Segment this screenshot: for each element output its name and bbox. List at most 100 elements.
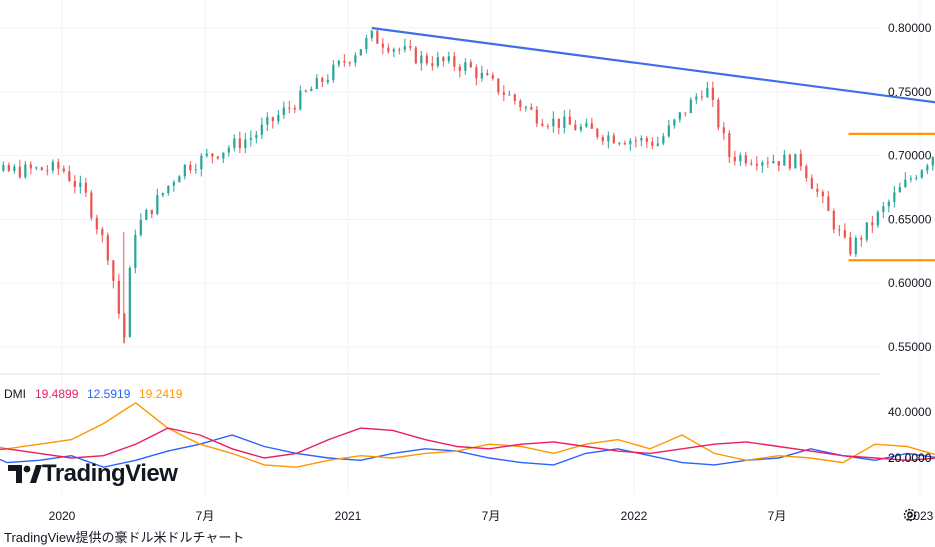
candle-body <box>370 30 373 39</box>
candle-body <box>40 167 43 171</box>
candle-body <box>79 182 82 187</box>
candle-body <box>255 134 258 138</box>
candle-body <box>442 57 445 62</box>
candle-body <box>403 46 406 50</box>
candle-body <box>172 182 175 186</box>
chart-caption: TradingView提供の豪ドル米ドルチャート <box>4 530 245 545</box>
dmi-series-line <box>0 401 935 468</box>
time-tick-label: 2022 <box>621 509 648 523</box>
candle-body <box>101 229 104 236</box>
candle-body <box>876 211 879 226</box>
tradingview-logo-text: TradingView <box>42 460 178 487</box>
candle-body <box>211 153 214 157</box>
gear-icon[interactable] <box>902 507 918 523</box>
candle-body <box>315 77 318 89</box>
candle-body <box>882 206 885 212</box>
dmi-tick-label: 40.0000 <box>888 405 932 419</box>
dmi-value-plus-di: 12.5919 <box>87 387 131 401</box>
candle-body <box>35 167 38 169</box>
candle-body <box>112 260 115 281</box>
candle-body <box>425 55 428 64</box>
grid-lines <box>0 0 921 495</box>
candle-body <box>436 57 439 66</box>
drawing-lines[interactable] <box>371 26 935 262</box>
candle-body <box>898 187 901 193</box>
candle-body <box>13 166 16 171</box>
candle-body <box>843 230 846 238</box>
candle-body <box>57 161 60 169</box>
price-axis[interactable]: 0.80000 0.75000 0.70000 0.65000 0.60000 0.550… <box>888 21 932 354</box>
candle-body <box>299 90 302 110</box>
candle-body <box>200 155 203 170</box>
candle-body <box>816 188 819 192</box>
candle-body <box>761 162 764 166</box>
dmi-pane <box>0 401 935 468</box>
candle-body <box>227 148 230 153</box>
candle-body <box>640 137 643 141</box>
candle-body <box>524 107 527 109</box>
candle-body <box>266 117 269 125</box>
candle-body <box>733 156 736 162</box>
candle-body <box>508 94 511 96</box>
candle-body <box>810 178 813 189</box>
candle-body <box>920 170 923 178</box>
candle-body <box>106 235 109 261</box>
candle-body <box>673 119 676 126</box>
candle-body <box>453 56 456 67</box>
candle-body <box>711 87 714 100</box>
time-axis[interactable]: 20207月20217月20227月20237月20247月20257月 <box>49 509 935 523</box>
candle-body <box>695 96 698 100</box>
price-candles[interactable] <box>0 27 935 344</box>
candle-body <box>750 163 753 165</box>
candle-body <box>271 117 274 122</box>
candle-body <box>249 137 252 140</box>
candle-body <box>365 38 368 50</box>
dmi-tick-label: 20.0000 <box>888 451 932 465</box>
candle-body <box>717 99 720 128</box>
price-tick-label: 0.60000 <box>888 276 932 290</box>
candle-body <box>238 138 241 148</box>
candle-body <box>783 154 786 166</box>
candle-body <box>282 107 285 116</box>
candle-body <box>414 47 417 64</box>
candle-body <box>552 118 555 127</box>
trendline[interactable] <box>371 26 935 198</box>
candle-body <box>535 109 538 124</box>
candle-body <box>194 169 197 171</box>
price-tick-label: 0.55000 <box>888 340 932 354</box>
candle-body <box>51 161 54 171</box>
candle-body <box>222 152 225 159</box>
candle-body <box>244 139 247 148</box>
candle-body <box>167 185 170 193</box>
candle-body <box>821 191 824 197</box>
candle-body <box>651 141 654 146</box>
candle-body <box>557 118 560 128</box>
candle-body <box>260 124 263 135</box>
candle-body <box>183 164 186 177</box>
candle-body <box>667 125 670 137</box>
candle-body <box>475 67 478 79</box>
tradingview-logo[interactable]: TradingView <box>8 460 178 488</box>
candle-body <box>744 155 747 164</box>
candle-body <box>805 166 808 179</box>
candle-body <box>772 161 775 164</box>
dmi-title: DMI <box>4 387 26 401</box>
candle-body <box>799 153 802 167</box>
candle-body <box>95 217 98 230</box>
candle-body <box>722 127 725 134</box>
candle-body <box>354 55 357 63</box>
candle-body <box>519 100 522 108</box>
candle-body <box>161 192 164 196</box>
candle-body <box>128 267 131 338</box>
candle-body <box>145 209 148 220</box>
candle-body <box>139 219 142 235</box>
candle-body <box>838 229 841 231</box>
dmi-value-adx: 19.4899 <box>35 387 79 401</box>
candle-body <box>62 168 65 172</box>
candle-body <box>579 126 582 131</box>
candle-body <box>288 107 291 109</box>
candle-body <box>293 107 296 110</box>
candle-body <box>376 30 379 44</box>
